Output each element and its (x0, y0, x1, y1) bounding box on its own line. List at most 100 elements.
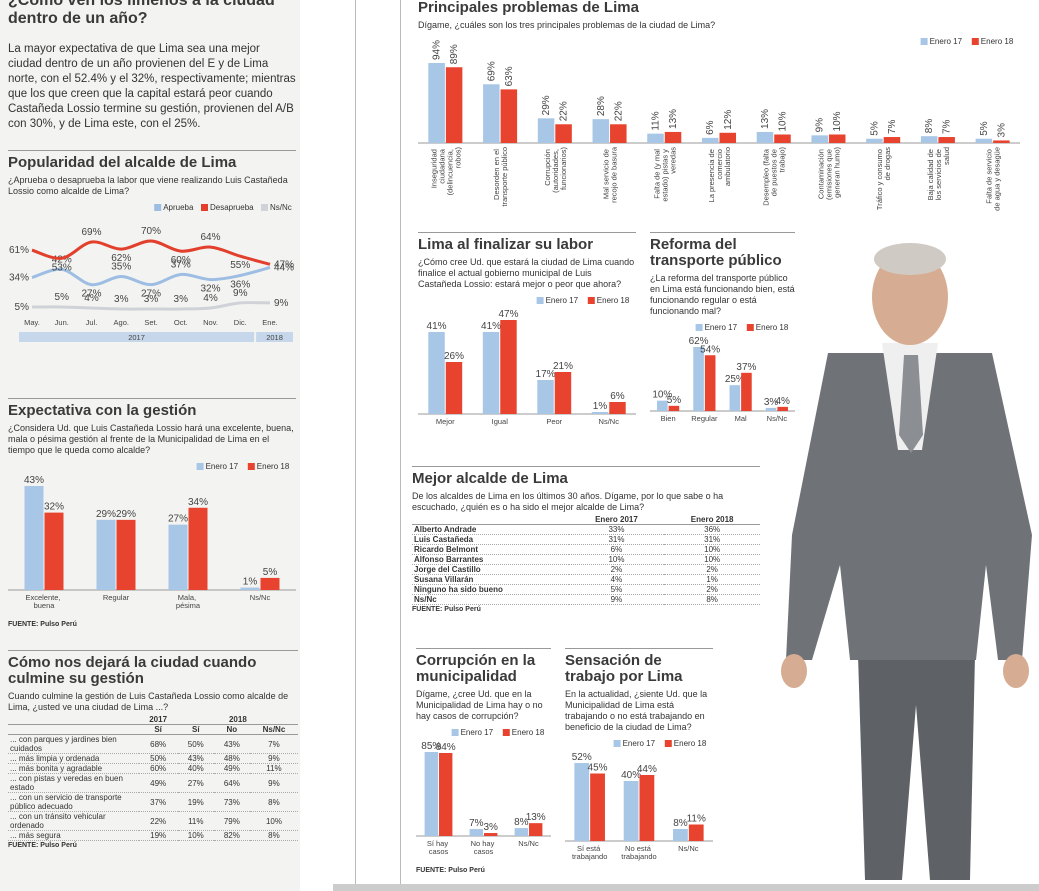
table-cell: 36% (664, 524, 760, 535)
row-label: ... más segura (8, 830, 139, 841)
bar (554, 372, 572, 414)
table-subtitle: De los alcaldes de Lima en los últimos 3… (412, 491, 724, 512)
category-label: Ns/Nc (250, 593, 271, 602)
table-cell: 49% (213, 763, 250, 774)
period-band (19, 332, 255, 342)
table-cell: 48% (213, 753, 250, 764)
table-cell: 8% (664, 594, 760, 605)
bar (514, 828, 528, 836)
bar (774, 134, 791, 143)
value-label: 9% (233, 288, 248, 299)
value-label: 34% (9, 273, 29, 284)
table-cell: 10% (249, 811, 298, 831)
bar (537, 118, 555, 143)
value-label: 12% (723, 110, 734, 130)
category-label: Regular (103, 593, 130, 602)
bar (590, 773, 605, 841)
table-row: Jorge del Castillo 2% 2% (412, 564, 760, 575)
bar (993, 140, 1010, 143)
chart-title: Corrupción en la municipalidad (416, 652, 536, 685)
value-label: 7% (887, 119, 898, 134)
value-label: 62% (689, 336, 709, 347)
legend-label: Enero 18 (257, 462, 290, 471)
category-label-group: Baja calidad de los servicios de salud (926, 147, 951, 200)
legend-label: Enero 18 (674, 739, 707, 748)
value-label: 3% (996, 123, 1007, 138)
legend-label: Enero 17 (546, 296, 579, 305)
value-label: 43% (24, 475, 44, 486)
value-label: 6% (610, 391, 625, 402)
line-series (31, 239, 271, 266)
table-head: Enero 2017 Enero 2018 (412, 515, 760, 525)
value-label: 5% (263, 567, 278, 578)
chart-title: Principales problemas de Lima (418, 0, 639, 16)
x-tick-label: Jun. (55, 318, 69, 327)
category-label: Inseguridad ciudadana (delincuencia, rob… (429, 147, 462, 196)
value-label: 11% (687, 814, 706, 825)
category-label-group: Falta de (y mal estado) pistas y veredas (652, 147, 677, 202)
bar (445, 362, 463, 414)
value-label: 6% (705, 120, 716, 135)
column-group: 2018 (177, 715, 298, 725)
value-label: 9% (815, 118, 826, 133)
chart-subtitle: Dígame, ¿cree Ud. que en la Municipalida… (416, 689, 543, 721)
bar (500, 89, 518, 143)
category-label: Mal servicio de recojo de basura (602, 146, 619, 203)
legend-label: Enero 18 (512, 728, 545, 737)
table-row: Susana Villarán 4% 1% (412, 574, 760, 585)
table-row: ... más limpia y ordenada 50% 43% 48% 9% (8, 753, 298, 764)
value-label: 29% (541, 95, 552, 115)
legend-swatch (587, 297, 595, 304)
chart-subtitle: ¿Aprueba o desaprueba la labor que viene… (8, 175, 288, 196)
value-label: 89% (449, 44, 460, 64)
bar (484, 833, 498, 836)
value-label: 45% (588, 763, 608, 774)
value-label: 5% (869, 121, 880, 136)
value-label: 54% (700, 344, 720, 355)
category-label: Mala, pésima (176, 593, 201, 610)
chart-subtitle: ¿Considera Ud. que Luis Castañeda Lossio… (8, 423, 294, 455)
bar (428, 63, 445, 143)
period-band (256, 332, 293, 342)
value-label: 64% (200, 232, 220, 243)
legend-swatch (971, 38, 979, 45)
bar (610, 124, 627, 143)
value-label: 4% (203, 293, 218, 304)
bar (623, 781, 639, 841)
value-label: 26% (444, 351, 464, 362)
category-label: Falta de servicio de agua y desagüe (985, 147, 1002, 211)
category-label: Ns/Nc (599, 417, 620, 426)
table-cell: 2% (664, 564, 760, 575)
value-label: 10% (832, 111, 843, 131)
column-group: 2017 (138, 715, 178, 725)
value-label: 47% (498, 309, 518, 320)
value-label: 70% (141, 226, 161, 237)
value-label: 25% (725, 374, 745, 385)
bar (116, 519, 136, 590)
table-cell: 11% (177, 811, 214, 831)
table-cell: 60% (138, 763, 178, 774)
value-label: 47% (274, 259, 294, 270)
period-label: 2018 (266, 333, 283, 342)
table-cell: 33% (568, 524, 665, 535)
column-header: Enero 2017 (568, 515, 665, 525)
value-label: 85% (421, 741, 441, 752)
category-label: Ns/Nc (518, 839, 539, 848)
bar (975, 138, 993, 143)
category-label-group: Contaminación (emisiones que generan hum… (816, 147, 841, 200)
x-tick-label: Jul. (86, 318, 98, 327)
table-cell: 40% (177, 763, 214, 774)
legend-swatch (451, 729, 459, 736)
value-label: 22% (559, 101, 570, 121)
category-label: Desorden en el transporte público (492, 147, 509, 207)
chart-panel: Reforma del transporte público ¿La reform… (650, 232, 795, 441)
category-label: Falta de (y mal estado) pistas y veredas (652, 147, 677, 202)
legend-swatch (247, 463, 255, 470)
bar (688, 824, 704, 841)
legend-label: Enero 17 (206, 462, 239, 471)
value-label: 13% (760, 109, 771, 129)
source: FUENTE: Pulso Perú (412, 606, 481, 613)
chart-title: Reforma del transporte público (650, 236, 782, 269)
table-cell: 43% (177, 753, 214, 764)
